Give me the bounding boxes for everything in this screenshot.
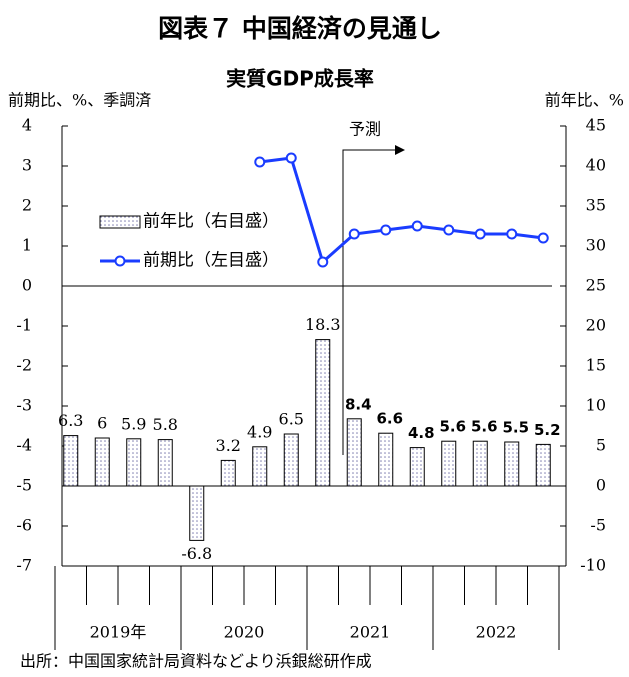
- y2-tick-label: 40: [586, 156, 606, 175]
- x-group-label: 2022: [476, 623, 517, 642]
- bar: [315, 339, 331, 487]
- forecast-arrow: [395, 145, 405, 155]
- bar: [189, 485, 205, 541]
- line-marker: [474, 228, 486, 240]
- data-label: 8.4: [345, 395, 372, 413]
- bar: [441, 440, 457, 487]
- y2-tick-label: 5: [596, 436, 606, 455]
- y-tick-label: 4: [22, 116, 32, 135]
- y-axis-label: 前期比、%、季調済: [8, 91, 151, 110]
- y-tick-label: -4: [16, 436, 32, 455]
- y2-axis-label: 前年比、%: [545, 91, 624, 110]
- line-marker: [443, 224, 455, 236]
- data-label: 4.8: [408, 424, 435, 442]
- data-label: 3.2: [216, 436, 241, 455]
- y-tick-label: -2: [16, 356, 32, 375]
- data-label: 5.8: [153, 415, 178, 434]
- line-marker: [317, 256, 329, 268]
- y2-tick-label: -10: [580, 556, 606, 575]
- source-note: 出所：中国国家統計局資料などより浜銀総研作成: [20, 652, 372, 671]
- y-tick-label: -3: [16, 396, 32, 415]
- y2-tick-label: 25: [586, 276, 606, 295]
- y-tick-label: -7: [16, 556, 32, 575]
- line-marker: [254, 156, 266, 168]
- bar: [252, 446, 268, 487]
- line-marker: [348, 228, 360, 240]
- data-label: 5.6: [471, 418, 498, 436]
- bar: [126, 438, 142, 487]
- bar: [63, 435, 79, 487]
- chart-title: 図表７ 中国経済の見通し: [158, 14, 442, 43]
- x-group-label: 2020: [224, 623, 265, 642]
- y-tick-label: 1: [22, 236, 32, 255]
- chart-subtitle: 実質GDP成長率: [226, 67, 374, 91]
- line-marker: [506, 228, 518, 240]
- bar: [157, 439, 173, 487]
- y2-tick-label: -5: [590, 516, 606, 535]
- y-tick-label: -6: [16, 516, 32, 535]
- line: [259, 156, 544, 265]
- legend-swatch: [99, 215, 141, 229]
- y2-tick-label: 10: [586, 396, 606, 415]
- bar: [378, 432, 394, 487]
- bar: [283, 433, 299, 487]
- data-label: 5.2: [534, 421, 561, 439]
- bar: [504, 441, 520, 487]
- data-label: 18.3: [305, 315, 341, 334]
- bar: [535, 443, 551, 487]
- data-label: 5.9: [121, 414, 146, 433]
- line-marker: [380, 224, 392, 236]
- data-label: 5.6: [439, 418, 466, 436]
- bar: [409, 447, 425, 487]
- bar: [94, 437, 110, 487]
- y-tick-label: 3: [22, 156, 32, 175]
- line-marker: [411, 220, 423, 232]
- x-group-label: 2021: [350, 623, 391, 642]
- y2-tick-label: 30: [586, 236, 606, 255]
- legend-label: 前期比（左目盛）: [143, 251, 279, 271]
- forecast-label: 予測: [349, 120, 381, 139]
- y2-tick-label: 45: [586, 116, 606, 135]
- data-label: 6: [97, 414, 107, 433]
- legend-marker: [114, 255, 126, 267]
- line-marker: [537, 232, 549, 244]
- y-tick-label: -1: [16, 316, 32, 335]
- bar: [346, 418, 362, 487]
- y2-tick-label: 15: [586, 356, 606, 375]
- data-label: 5.5: [502, 419, 529, 437]
- line-marker: [285, 152, 297, 164]
- x-group-label: 2019年: [90, 623, 147, 642]
- data-label: 6.5: [279, 410, 304, 429]
- data-label: 6.3: [58, 411, 83, 430]
- y-tick-label: -5: [16, 476, 32, 495]
- legend-label: 前年比（右目盛）: [143, 212, 279, 232]
- y-tick-label: 0: [22, 276, 32, 295]
- y2-tick-label: 0: [596, 476, 606, 495]
- bar: [220, 459, 236, 487]
- forecast-marker: [342, 149, 395, 455]
- data-label: 4.9: [247, 422, 272, 441]
- y-tick-label: 2: [22, 196, 32, 215]
- bar: [472, 440, 488, 487]
- y2-tick-label: 20: [586, 316, 606, 335]
- data-label: -6.8: [181, 544, 212, 563]
- y2-tick-label: 35: [586, 196, 606, 215]
- data-label: 6.6: [376, 410, 403, 428]
